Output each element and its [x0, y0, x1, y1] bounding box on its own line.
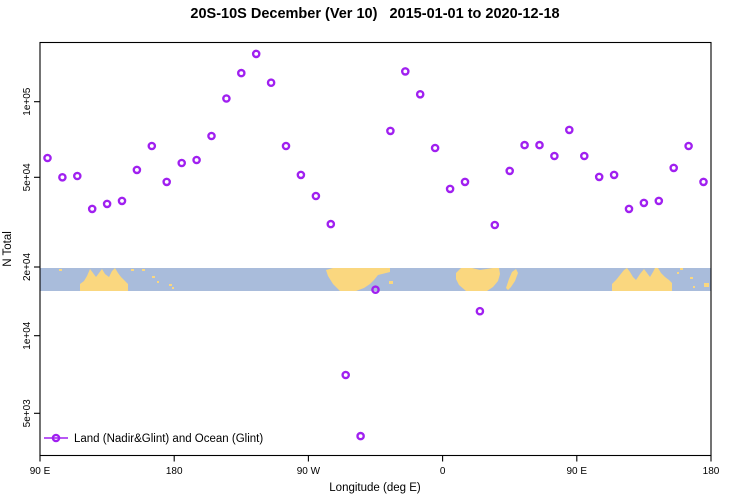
- data-point: [58, 172, 67, 182]
- x-tick-label: 0: [440, 466, 446, 477]
- y-tick-label: 1e+04: [22, 321, 33, 350]
- land-islet: [172, 287, 174, 289]
- axis-ticks: 5e+03 1e+04 2e+04 5e+04 1e+05 90 E 180 90 W 0 90 …: [22, 87, 720, 477]
- land-islet: [693, 286, 695, 288]
- legend-label: Land (Nadir&Glint) and Ocean (Glint): [74, 433, 263, 445]
- data-point: [624, 204, 634, 214]
- data-point: [669, 163, 679, 173]
- data-point: [87, 204, 97, 214]
- data-point: [177, 158, 186, 168]
- data-point: [43, 153, 52, 163]
- data-point: [386, 126, 395, 136]
- data-point: [415, 90, 425, 99]
- data-point: [505, 166, 515, 176]
- data-point: [341, 370, 351, 380]
- data-point: [475, 306, 485, 316]
- data-point: [445, 184, 455, 194]
- data-point: [132, 165, 142, 175]
- y-tick-label: 2e+04: [22, 253, 33, 282]
- land-islet: [704, 283, 709, 287]
- data-point: [371, 285, 380, 295]
- data-point: [296, 170, 306, 180]
- data-point: [236, 68, 246, 78]
- data-point: [520, 140, 529, 150]
- x-tick-label: 180: [703, 466, 720, 477]
- x-tick-label: 90 E: [30, 466, 51, 477]
- data-point: [490, 220, 500, 230]
- land-islet: [157, 281, 159, 283]
- map-band: [40, 268, 711, 291]
- land-islet: [363, 285, 365, 287]
- data-point: [609, 170, 619, 180]
- data-point: [102, 199, 112, 209]
- land-islet: [690, 277, 693, 279]
- x-axis-title: Longitude (deg E): [329, 482, 421, 494]
- data-point: [192, 155, 201, 165]
- data-point: [565, 125, 574, 135]
- data-point: [400, 67, 410, 76]
- y-tick-label: 5e+03: [22, 399, 33, 428]
- land-islet: [152, 276, 155, 278]
- legend-marker-circle-icon: [51, 433, 61, 443]
- data-point: [266, 78, 276, 87]
- plot-frame: [39, 41, 712, 457]
- data-point: [654, 196, 664, 206]
- land-islet: [169, 284, 172, 286]
- data-point: [222, 94, 231, 103]
- data-point: [430, 143, 440, 153]
- data-point: [684, 141, 693, 151]
- data-point: [147, 141, 157, 151]
- data-point: [594, 172, 604, 182]
- data-point: [580, 151, 589, 161]
- land-shape: [456, 268, 500, 291]
- land-islet: [680, 268, 683, 270]
- y-axis-title: N Total: [2, 231, 14, 267]
- land-islet: [131, 269, 134, 271]
- data-point: [550, 151, 559, 161]
- y-tick-label: 5e+04: [22, 163, 33, 192]
- data-point: [281, 141, 291, 151]
- data-point: [460, 177, 470, 187]
- land-shape: [506, 269, 518, 290]
- chart-title: 20S-10S December (Ver 10) 2015-01-01 to …: [190, 6, 560, 22]
- land-shape: [80, 268, 128, 291]
- data-point: [117, 196, 127, 206]
- ocean-strip: [40, 268, 711, 291]
- land-islet: [677, 272, 679, 274]
- data-point: [251, 49, 261, 59]
- data-point: [326, 219, 336, 229]
- land-shape: [612, 268, 672, 291]
- land-islet: [142, 269, 145, 271]
- land-shape: [326, 268, 390, 291]
- data-point: [699, 177, 708, 187]
- y-tick-label: 1e+05: [22, 87, 33, 116]
- data-points: [43, 49, 708, 441]
- data-point: [311, 191, 321, 201]
- data-point: [356, 431, 365, 441]
- x-tick-label: 90 W: [297, 466, 321, 477]
- data-point: [162, 177, 171, 187]
- plot-box: [39, 41, 712, 457]
- land-islet: [389, 281, 393, 284]
- data-point: [207, 131, 216, 141]
- x-tick-label: 180: [166, 466, 183, 477]
- x-tick-label: 90 E: [567, 466, 588, 477]
- data-point: [535, 140, 544, 150]
- data-point: [639, 198, 649, 208]
- legend: Land (Nadir&Glint) and Ocean (Glint): [44, 433, 263, 445]
- land-islet: [59, 269, 62, 271]
- data-point: [73, 171, 82, 181]
